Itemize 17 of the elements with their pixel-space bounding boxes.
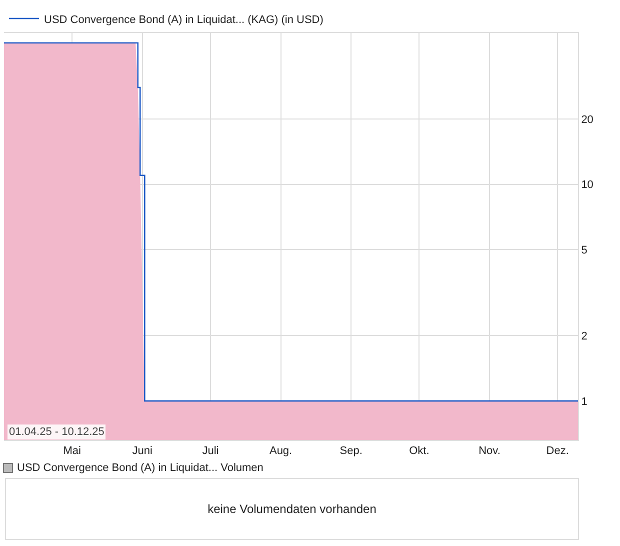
x-tick-label: Okt. bbox=[409, 445, 430, 458]
x-tick-label: Sep. bbox=[340, 445, 362, 458]
x-tick-label: Aug. bbox=[269, 445, 292, 458]
text: USD Convergence Bond (A) in Liquidat... Volumen bbox=[17, 462, 264, 474]
y-tick-label: 1 bbox=[581, 396, 588, 408]
y-tick-label: 10 bbox=[581, 179, 594, 192]
x-tick-label: Nov. bbox=[478, 445, 500, 458]
legend-label: USD Convergence Bond (A) in Liquidat... (KAG) (in USD) bbox=[44, 14, 324, 26]
text: keine Volumendaten vorhanden bbox=[5, 478, 579, 540]
y-tick-label: 5 bbox=[581, 244, 588, 256]
annotation: 01.04.25 - 10.12.25 bbox=[9, 426, 104, 438]
x-tick-label: Juli bbox=[202, 445, 219, 458]
x-tick-label: Mai bbox=[63, 445, 81, 458]
y-tick-label: 2 bbox=[581, 330, 588, 343]
y-tick-label: 20 bbox=[581, 114, 594, 126]
x-tick-label: Juni bbox=[132, 445, 152, 458]
x-tick-label: Dez. bbox=[546, 445, 569, 458]
